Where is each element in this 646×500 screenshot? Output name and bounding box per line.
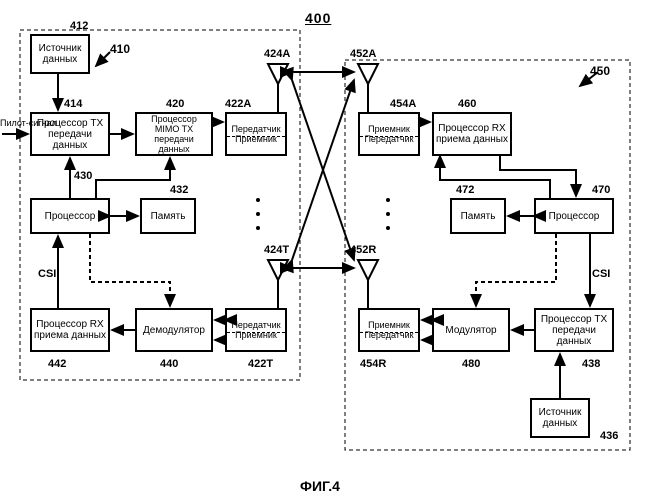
label-442: 442 <box>48 358 66 370</box>
label-470: 470 <box>592 184 610 196</box>
block-422A: Передатчик Приемник <box>225 112 287 156</box>
label-422T: 422T <box>248 358 273 370</box>
block-472: Память <box>450 198 506 234</box>
label-452R: 452R <box>350 244 376 256</box>
block-438: Процессор TX передачи данных <box>534 308 614 352</box>
block-432: Память <box>140 198 196 234</box>
block-480: Модулятор <box>432 308 510 352</box>
block-412: Источник данных <box>30 34 90 74</box>
block-436: Источник данных <box>530 398 590 438</box>
antenna-424T <box>268 260 288 308</box>
label-432: 432 <box>170 184 188 196</box>
label-450: 450 <box>590 64 610 78</box>
block-440: Демодулятор <box>135 308 213 352</box>
label-438: 438 <box>582 358 600 370</box>
block-454A-rx: Приемник <box>362 124 416 134</box>
block-454A: Приемник Передатчик <box>358 112 420 156</box>
block-422T-tx: Передатчик <box>229 320 283 330</box>
block-454R: Приемник Передатчик <box>358 308 420 352</box>
label-410: 410 <box>110 42 130 56</box>
label-440: 440 <box>160 358 178 370</box>
block-460: Процессор RX приема данных <box>432 112 512 156</box>
block-470: Процессор <box>534 198 614 234</box>
antenna-452A <box>358 64 378 112</box>
label-pilot: Пилот-сигнал <box>0 118 57 128</box>
label-436: 436 <box>600 430 618 442</box>
label-csi-right: CSI <box>592 268 610 280</box>
label-454A: 454A <box>390 98 416 110</box>
block-420: Процессор MIMO TX передачи данных <box>135 112 213 156</box>
label-460: 460 <box>458 98 476 110</box>
label-424A: 424A <box>264 48 290 60</box>
block-422A-tx: Передатчик <box>229 124 283 134</box>
antenna-452R <box>358 260 378 308</box>
label-420: 420 <box>166 98 184 110</box>
label-480: 480 <box>462 358 480 370</box>
label-414: 414 <box>64 98 82 110</box>
label-424T: 424T <box>264 244 289 256</box>
fig-number: 400 <box>305 10 331 26</box>
fig-caption: ФИГ.4 <box>300 478 340 494</box>
antenna-424A <box>268 64 288 112</box>
label-430: 430 <box>74 170 92 182</box>
block-422T: Передатчик Приемник <box>225 308 287 352</box>
label-422A: 422A <box>225 98 251 110</box>
label-454R: 454R <box>360 358 386 370</box>
label-452A: 452A <box>350 48 376 60</box>
block-454R-rx: Приемник <box>362 320 416 330</box>
block-430: Процессор <box>30 198 110 234</box>
label-412: 412 <box>70 20 88 32</box>
label-472: 472 <box>456 184 474 196</box>
block-442: Процессор RX приема данных <box>30 308 110 352</box>
label-csi-left: CSI <box>38 268 56 280</box>
